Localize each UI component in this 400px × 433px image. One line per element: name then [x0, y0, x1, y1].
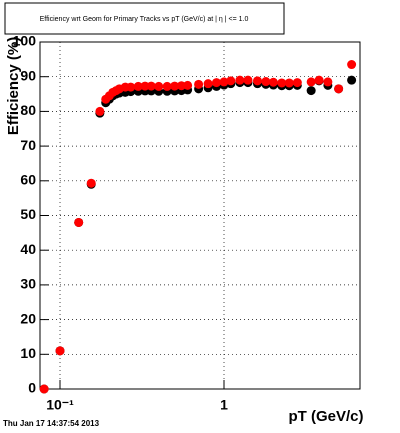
data-point [226, 76, 236, 86]
footer: Thu Jan 17 14:37:54 2013 [3, 419, 100, 428]
data-point [347, 75, 357, 85]
data-point [306, 77, 316, 87]
data-point [86, 178, 96, 188]
y-tick-label: 90 [20, 67, 36, 83]
data-point [170, 81, 180, 91]
data-point [203, 79, 213, 89]
data-point [133, 81, 143, 91]
title-box [4, 2, 285, 35]
y-tick-label: 50 [20, 206, 36, 222]
data-point [277, 78, 287, 88]
y-axis-label: Efficiency (%) [5, 37, 22, 135]
data-point [347, 60, 357, 70]
data-point [292, 78, 302, 88]
plot-frame [39, 41, 361, 390]
y-tick-label: 0 [28, 380, 36, 396]
x-tick-label: 10⁻¹ [46, 397, 74, 413]
data-point [55, 346, 65, 356]
data-point [162, 81, 172, 91]
data-point [268, 77, 278, 87]
data-point [314, 75, 324, 85]
data-point [140, 81, 150, 91]
y-tick-label: 20 [20, 310, 36, 326]
data-point [212, 78, 222, 88]
data-point [243, 75, 253, 85]
y-tick-label: 30 [20, 276, 36, 292]
data-point [194, 79, 204, 89]
data-point [154, 81, 164, 91]
data-point [284, 78, 294, 88]
data-point [252, 76, 262, 86]
data-point [261, 77, 271, 87]
y-tick-label: 40 [20, 241, 36, 257]
x-axis-label: pT (GeV/c) [288, 408, 363, 425]
y-tick-label: 60 [20, 172, 36, 188]
y-tick-label: 80 [20, 102, 36, 118]
data-point [95, 106, 105, 116]
data-point [323, 77, 333, 87]
y-tick-label: 10 [20, 345, 36, 361]
data-point [334, 84, 344, 94]
data-point [306, 86, 316, 96]
y-tick-label: 70 [20, 137, 36, 153]
data-point [146, 81, 156, 91]
data-point [74, 217, 84, 227]
data-point [183, 80, 193, 90]
data-point [235, 75, 245, 85]
x-tick-label: 1 [220, 397, 228, 413]
data-point [39, 384, 49, 394]
y-tick-label: 100 [13, 33, 37, 49]
data-point [219, 77, 229, 87]
chart-title: Efficiency wrt Geom for Primary Tracks v… [40, 16, 249, 23]
data-point [126, 82, 136, 92]
